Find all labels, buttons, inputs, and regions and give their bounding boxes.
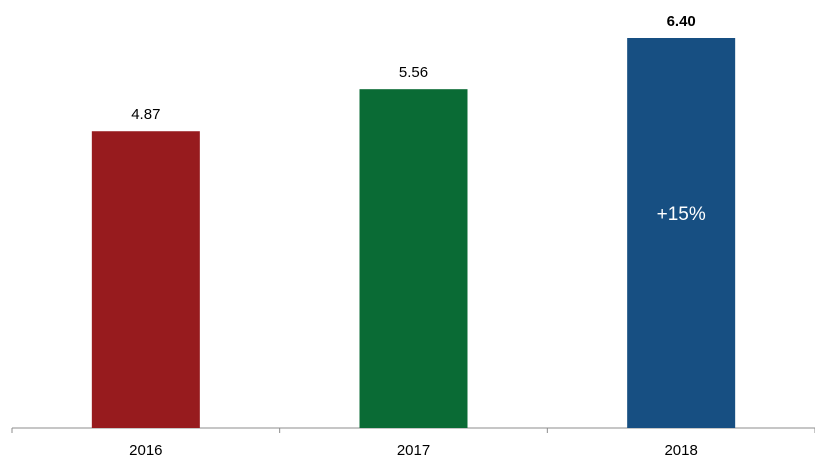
bar-2017 (359, 89, 468, 428)
value-label-2017: 5.56 (399, 64, 428, 81)
value-label-2016: 4.87 (131, 106, 160, 123)
change-label-2018: +15% (657, 204, 706, 225)
bar-2018 (627, 38, 736, 428)
x-tick-label-2018: 2018 (664, 442, 697, 459)
x-tick-label-2017: 2017 (397, 442, 430, 459)
bar-2016 (91, 131, 200, 428)
value-label-2018: 6.40 (667, 13, 696, 30)
x-tick-label-2016: 2016 (129, 442, 162, 459)
